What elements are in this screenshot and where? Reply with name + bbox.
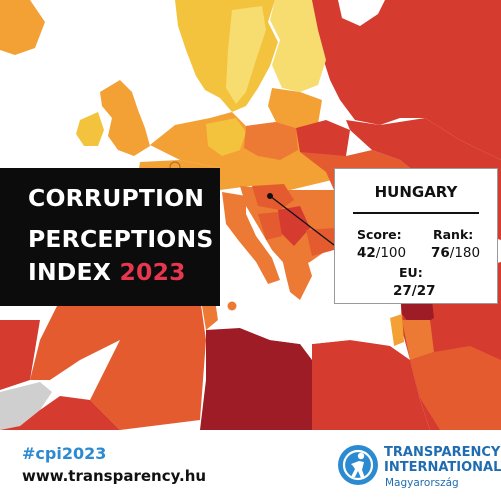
- rank-label: Rank:: [433, 227, 474, 242]
- north-west-region: [0, 0, 45, 55]
- rank-value: 76/180: [431, 245, 480, 261]
- white-sea: [338, 0, 385, 26]
- hungary-pointer-dot: [267, 193, 273, 199]
- no-data-region: [0, 382, 52, 430]
- title-index-word: INDEX: [28, 258, 120, 286]
- italy-region: [222, 192, 280, 284]
- bosnia-region: [258, 212, 282, 240]
- israel-region: [390, 314, 404, 346]
- britain-region: [100, 80, 150, 156]
- hungary-pointer-line: [269, 195, 335, 246]
- saudi-region: [410, 346, 501, 430]
- egypt-region: [312, 340, 430, 430]
- sweden-region: [226, 6, 266, 104]
- belarus-region: [296, 120, 350, 160]
- org-name-line-1: TRANSPARENCY: [384, 445, 501, 460]
- country-info-card: HUNGARY Score: 42/100 Rank: 76/180 EU: 2…: [334, 168, 498, 304]
- bulgaria-region: [306, 228, 334, 256]
- rank-max: /180: [449, 245, 481, 261]
- title-line-3: INDEX 2023: [28, 258, 186, 286]
- country-name: HUNGARY: [374, 183, 458, 201]
- algeria-region: [90, 290, 206, 430]
- score-label: Score:: [357, 227, 402, 242]
- libya-region: [200, 328, 312, 430]
- country-divider: [353, 212, 479, 214]
- malta-marker: [226, 300, 238, 312]
- title-panel: [0, 168, 220, 306]
- central-europe-region: [206, 118, 246, 156]
- serbia-region: [278, 206, 310, 246]
- website-link[interactable]: www.transparency.hu: [22, 467, 207, 485]
- hashtag-link[interactable]: #cpi2023: [22, 444, 107, 463]
- jordan-region: [402, 320, 434, 360]
- baltics-region: [268, 88, 322, 128]
- score-number: 42: [357, 245, 376, 261]
- finland-region: [270, 0, 326, 92]
- eu-rank-value: 27/27: [393, 283, 436, 299]
- hungary-region: [252, 184, 294, 210]
- sahara-region: [0, 320, 40, 390]
- poland-region: [244, 122, 298, 160]
- greece-region: [282, 256, 312, 300]
- title-line-2: PERCEPTIONS: [28, 225, 214, 253]
- morocco-region: [30, 292, 130, 380]
- org-subtitle: Magyarország: [385, 477, 459, 489]
- title-year: 2023: [119, 258, 186, 286]
- title-line-1: CORRUPTION: [28, 184, 205, 212]
- ireland-region: [76, 112, 104, 146]
- russia-region: [300, 0, 501, 160]
- score-value: 42/100: [357, 245, 406, 261]
- transparency-international-logo-icon: [338, 445, 378, 485]
- footer: [0, 430, 501, 500]
- org-name-line-2: INTERNATIONAL: [384, 460, 501, 475]
- mali-region: [0, 396, 120, 430]
- eu-label: EU:: [399, 265, 423, 280]
- score-max: /100: [375, 245, 407, 261]
- rank-number: 76: [431, 245, 450, 261]
